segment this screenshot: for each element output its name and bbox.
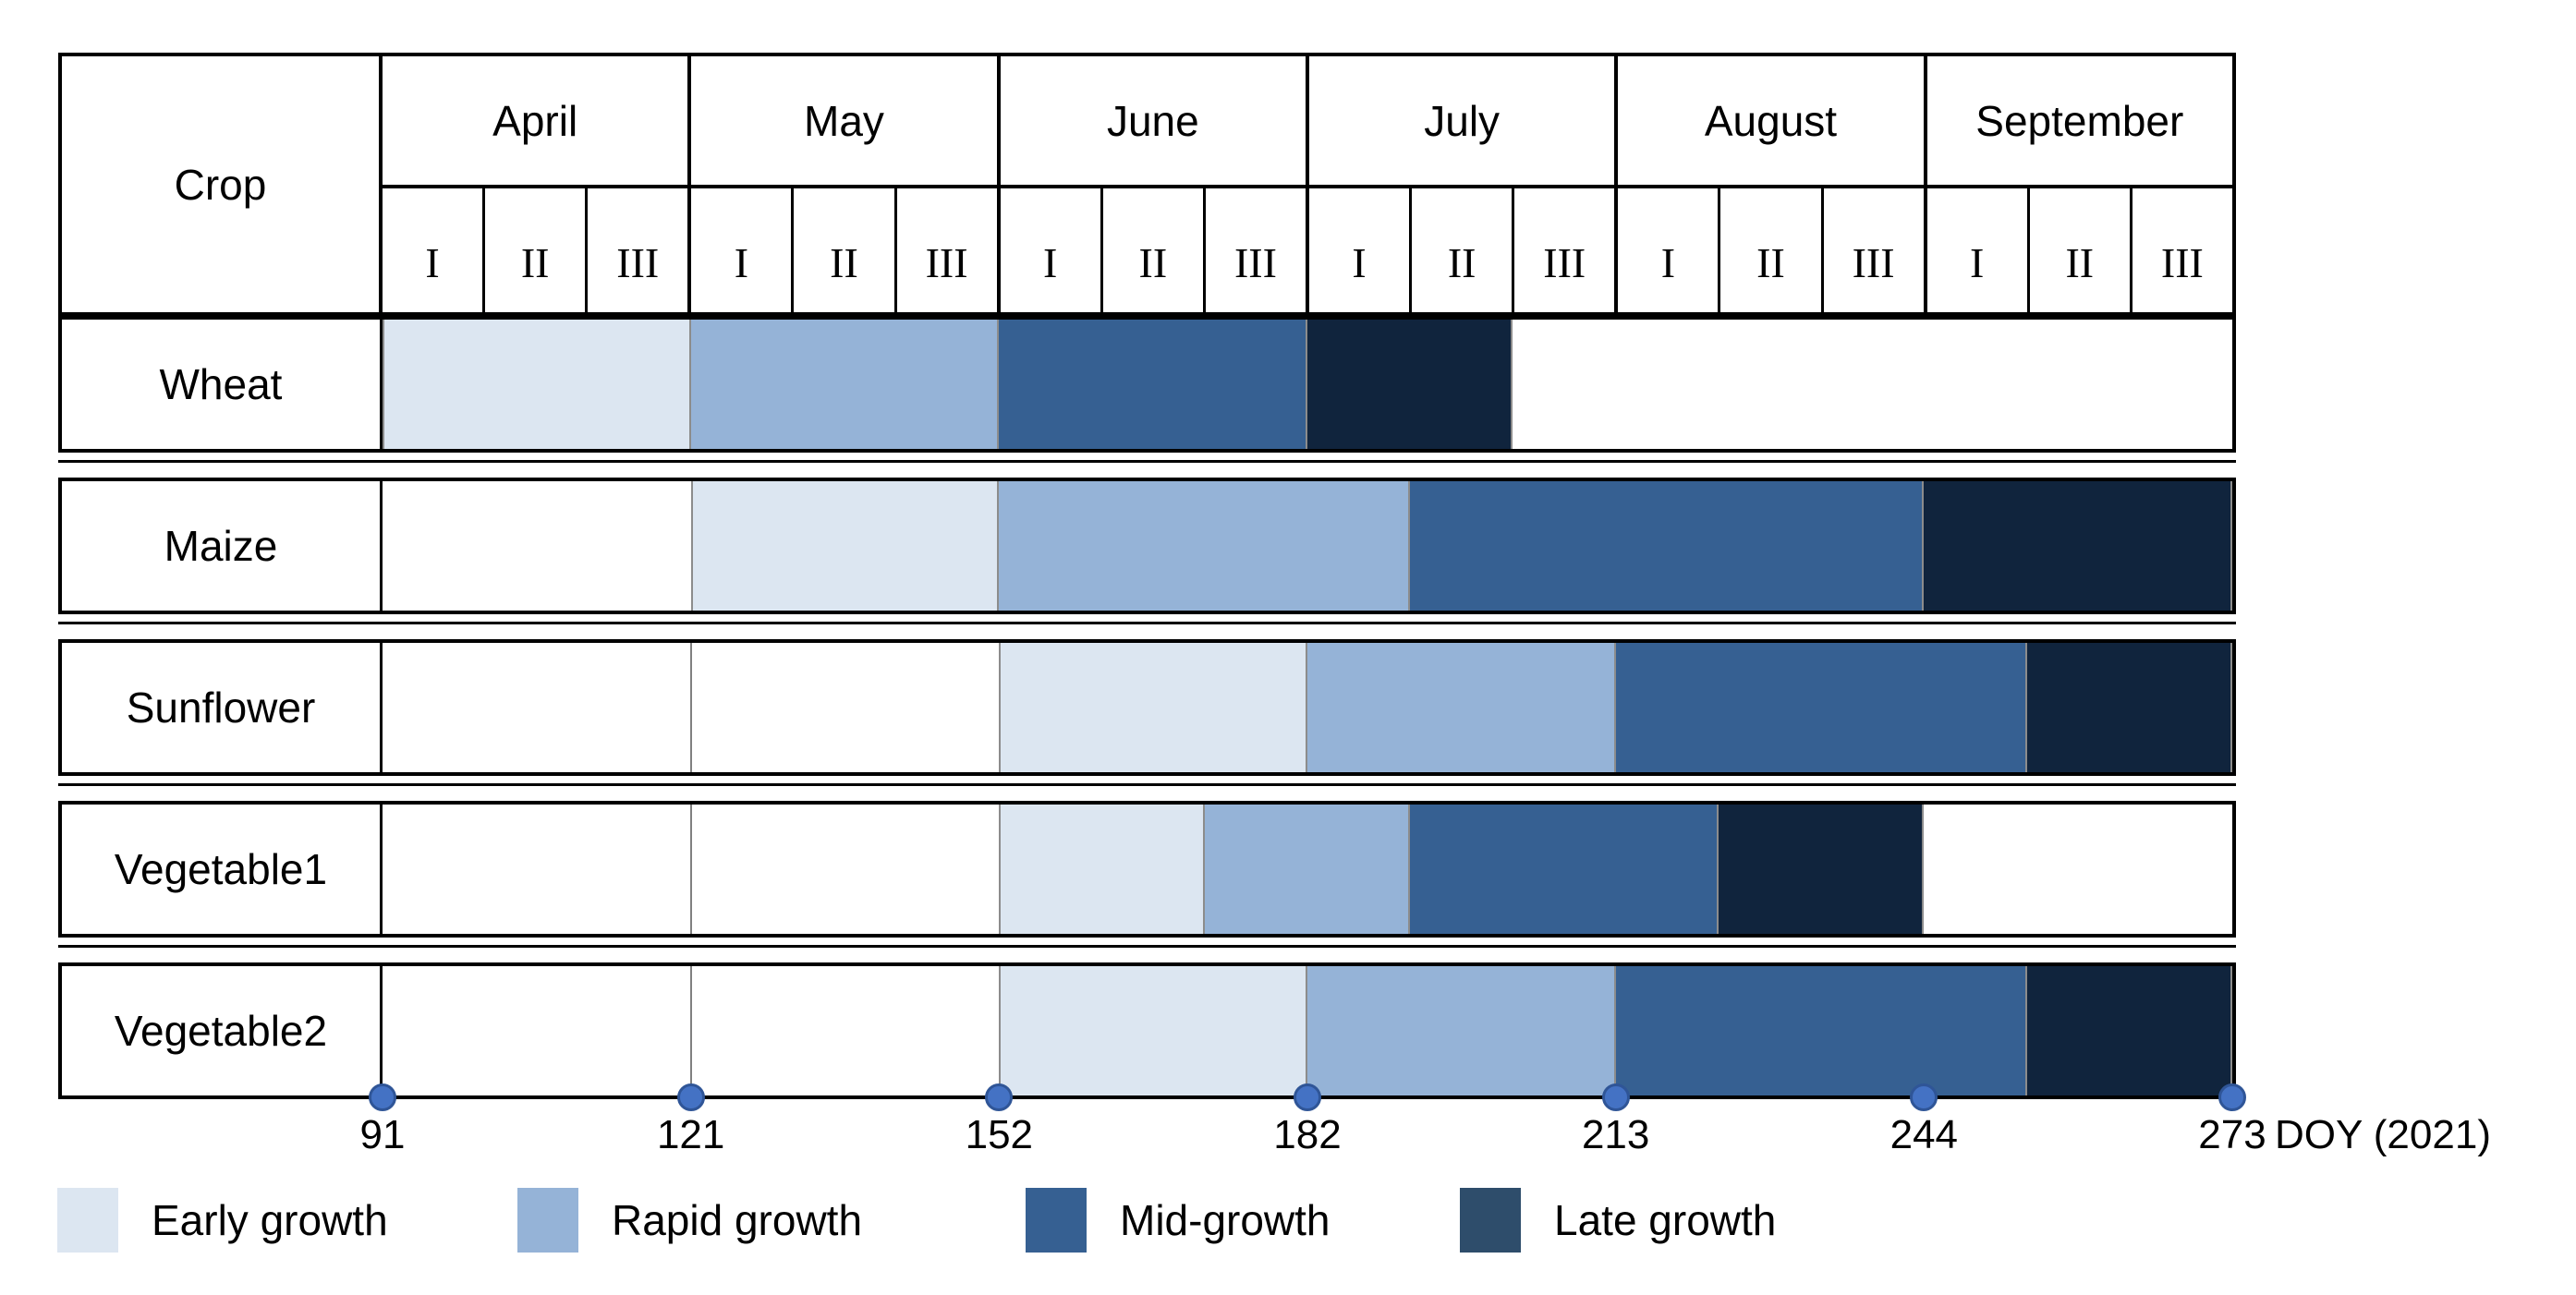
crop-label: Vegetable2 (62, 966, 383, 1095)
dekad-cell: II (482, 188, 585, 312)
month-start-gridline (689, 966, 692, 1095)
growth-segment-rapid (1204, 805, 1411, 934)
crop-label: Wheat (62, 320, 383, 449)
growth-segment-mid (1410, 481, 1925, 611)
growth-segment-rapid (999, 481, 1411, 611)
dekad-cell: III (1820, 188, 1924, 312)
legend-item-rapid-growth: Rapid growth (517, 1188, 862, 1253)
legend-swatch (57, 1188, 118, 1253)
crop-row-vegetable2: Vegetable2 (58, 962, 2236, 1099)
dekad-cell: I (1614, 188, 1718, 312)
table-header: Crop April May June July August September I II… (58, 53, 2236, 316)
month-header-june: June (996, 56, 1306, 185)
dekad-cell: I (996, 188, 1100, 312)
growth-segment-late (2026, 966, 2232, 1095)
growth-segment-early (999, 966, 1307, 1095)
legend-label: Rapid growth (612, 1196, 863, 1244)
growth-segment-early (999, 643, 1307, 772)
growth-segment-late (1718, 805, 1925, 934)
growth-segment-late (1924, 481, 2232, 611)
legend-swatch (1026, 1188, 1087, 1253)
dekad-cell: II (1409, 188, 1512, 312)
crop-label: Vegetable1 (62, 805, 383, 934)
growth-segment-mid (1410, 805, 1719, 934)
legend-label: Early growth (152, 1196, 388, 1244)
dekad-cell: II (1100, 188, 1203, 312)
month-header-july: July (1305, 56, 1614, 185)
crop-row-maize: Maize (58, 478, 2236, 614)
crop-label: Maize (62, 481, 383, 611)
axis-tick-label: 273 (2198, 1112, 2266, 1157)
dekad-cell: III (1202, 188, 1306, 312)
dekad-cell: II (2026, 188, 2130, 312)
dekad-cell: II (791, 188, 893, 312)
axis-dot (2218, 1083, 2246, 1111)
axis-dot (369, 1083, 396, 1111)
month-header-row: April May June July August September (383, 56, 2232, 188)
month-start-gridline (689, 643, 692, 772)
row-separator-line (58, 460, 2236, 463)
axis-dot (1910, 1083, 1938, 1111)
legend-label: Mid-growth (1120, 1196, 1331, 1244)
legend-swatch (517, 1188, 578, 1253)
growth-segment-early (999, 805, 1205, 934)
legend-item-late-growth: Late growth (1460, 1188, 1776, 1253)
crop-column-header: Crop (62, 56, 383, 312)
growth-track (383, 643, 2232, 772)
dekad-cell: I (425, 238, 440, 286)
dekad-cell: III (893, 188, 997, 312)
crop-row-wheat: Wheat (58, 316, 2236, 453)
months-header-area: April May June July August September I II III I I… (383, 56, 2232, 312)
axis-dot (1601, 1083, 1630, 1111)
growth-track (383, 805, 2232, 934)
growth-segment-rapid (690, 320, 1000, 449)
crop-row-sunflower: Sunflower (58, 639, 2236, 776)
growth-segment-mid (1615, 643, 2027, 772)
doy-axis-label: DOY (2021) (2275, 1112, 2491, 1157)
axis-tick-label: 91 (359, 1112, 406, 1157)
dekad-cell: I (687, 188, 791, 312)
growth-segment-rapid (1307, 643, 1616, 772)
axis-tick-label: 213 (1581, 1112, 1650, 1157)
axis-tick-label: 244 (1889, 1112, 1959, 1157)
dekad-header-row: I II III I II III I II III I II III I II III I II III (383, 188, 2232, 312)
legend-swatch (1460, 1188, 1521, 1253)
dekad-cell: I (1923, 188, 2027, 312)
legend-item-mid-growth: Mid-growth (1026, 1188, 1331, 1253)
legend-label: Late growth (1554, 1196, 1777, 1244)
month-header-august: August (1614, 56, 1923, 185)
growth-segment-early (383, 320, 691, 449)
row-separator-line (58, 945, 2236, 948)
month-header-april: April (492, 96, 578, 145)
month-start-gridline (689, 805, 692, 934)
crop-row-vegetable1: Vegetable1 (58, 801, 2236, 938)
growth-track (383, 966, 2232, 1095)
axis-dot (985, 1083, 1014, 1111)
growth-segment-mid (999, 320, 1307, 449)
growth-segment-early (690, 481, 1000, 611)
month-header-may: May (687, 56, 996, 185)
dekad-cell: III (2129, 188, 2232, 312)
growth-segment-late (2026, 643, 2232, 772)
axis-dot (676, 1083, 705, 1111)
axis-dot (1294, 1083, 1321, 1111)
row-separator-line (58, 622, 2236, 624)
dekad-cell: III (585, 188, 687, 312)
legend-item-early-growth: Early growth (57, 1188, 388, 1253)
axis-tick-label: 182 (1273, 1112, 1342, 1157)
growth-track (383, 481, 2232, 611)
dekad-cell: II (1718, 188, 1820, 312)
crop-label: Sunflower (62, 643, 383, 772)
axis-tick-label: 121 (656, 1112, 725, 1157)
growth-segment-rapid (1307, 966, 1616, 1095)
axis-tick-label: 152 (965, 1112, 1034, 1157)
growth-segment-mid (1615, 966, 2027, 1095)
growth-track (383, 320, 2232, 449)
row-separator-line (58, 783, 2236, 786)
dekad-cell: III (1512, 188, 1614, 312)
dekad-cell: I (1305, 188, 1409, 312)
growth-segment-late (1307, 320, 1513, 449)
month-header-september: September (1923, 56, 2232, 185)
